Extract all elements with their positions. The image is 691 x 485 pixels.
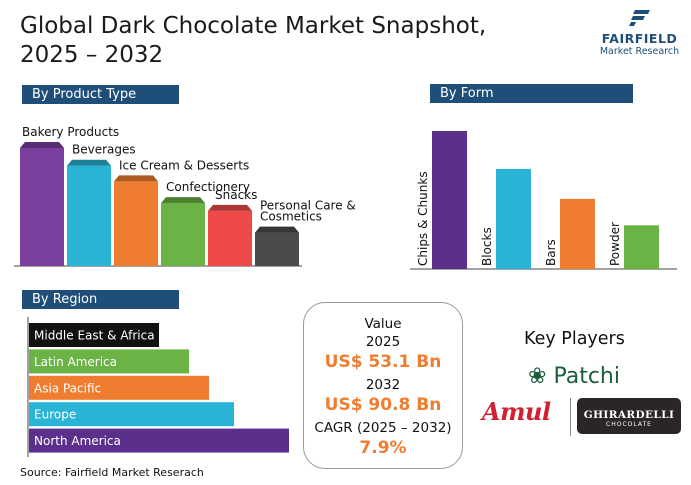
form-bar-chips-chunks	[432, 131, 467, 269]
product-bar-top-snacks	[208, 204, 252, 211]
section-label-product-type: By Product Type	[32, 87, 137, 102]
patchi-flower-icon: ❀	[528, 364, 547, 389]
value-label: Value	[364, 316, 402, 332]
patchi-logo: ❀ Patchi	[528, 364, 620, 389]
form-label-bars: Bars	[544, 239, 558, 266]
page-title: Global Dark Chocolate Market Snapshot, 2…	[20, 12, 520, 70]
fairfield-f-icon-svg	[628, 10, 650, 26]
region-bar-europe	[29, 402, 234, 427]
region-label-north-america: North America	[34, 434, 121, 448]
market-value-box: Value 2025 US$ 53.1 Bn 2032 US$ 90.8 Bn …	[303, 302, 463, 469]
product-label-ice-cream-desserts: Ice Cream & Desserts	[119, 158, 249, 172]
patchi-name: Patchi	[553, 364, 620, 389]
product-bar-personal-care-cosmetics	[255, 232, 299, 266]
region-label-latin-america: Latin America	[34, 355, 117, 369]
ghirardelli-sub: CHOCOLATE	[606, 421, 652, 428]
product-label-personal-care-cosmetics: Personal Care &	[260, 199, 356, 213]
region-label-middle-east-africa: Middle East & Africa	[34, 329, 155, 343]
region-bar-asia-pacific	[29, 375, 209, 400]
region-label-asia-pacific: Asia Pacific	[34, 381, 101, 395]
product-label-personal-care-cosmetics-1: Cosmetics	[260, 210, 322, 224]
value-amount-2: US$ 90.8 Bn	[324, 395, 442, 415]
region-chart: Middle East & Africa Latin America Asia Pa…	[27, 317, 289, 457]
product-bar-ice-cream-desserts	[114, 181, 158, 266]
product-bar-snacks	[208, 210, 252, 266]
product-bar-confectionery	[161, 203, 205, 266]
product-bar-bakery-products	[20, 148, 64, 266]
section-header-region: By Region	[18, 290, 179, 309]
value-year-2: 2032	[365, 377, 401, 393]
ghirardelli-logo: GHIRARDELLI CHOCOLATE	[577, 398, 681, 434]
fairfield-f-icon	[592, 8, 687, 32]
cagr-label: CAGR (2025 – 2032)	[314, 420, 452, 436]
form-label-chips-chunks: Chips & Chunks	[416, 171, 430, 266]
value-amount-1: US$ 53.1 Bn	[324, 352, 442, 372]
source-note: Source: Fairfield Market Reserach	[20, 466, 204, 479]
region-bar-latin-america	[29, 349, 189, 374]
product-label-snacks: Snacks	[215, 188, 257, 202]
title-line-2: 2025 – 2032	[20, 42, 164, 68]
key-players-title: Key Players	[524, 329, 625, 349]
form-chart: Chips & Chunks Blocks Bars Powder	[410, 131, 677, 270]
form-bar-blocks	[496, 168, 531, 269]
value-year-1: 2025	[365, 334, 401, 350]
title-line-1: Global Dark Chocolate Market Snapshot,	[20, 13, 487, 39]
product-bar-top-beverages	[67, 159, 111, 166]
ghirardelli-name: GHIRARDELLI	[583, 409, 675, 421]
region-bar-north-america	[29, 428, 289, 453]
form-bar-powder	[624, 225, 659, 269]
form-label-blocks: Blocks	[480, 227, 494, 266]
logo-name: FAIRFIELD	[601, 31, 678, 46]
region-bar-middle-east-africa	[29, 323, 159, 347]
product-bar-top-personal-care-cosmetics	[255, 226, 299, 233]
form-bar-bars	[560, 198, 595, 269]
product-bar-top-confectionery	[161, 197, 205, 204]
product-label-confectionery: Confectionery	[166, 180, 250, 194]
section-label-form: By Form	[440, 86, 494, 101]
section-header-product-type: By Product Type	[18, 85, 179, 104]
logo-subtitle: Market Research	[599, 46, 680, 57]
form-label-powder: Powder	[608, 222, 622, 266]
fairfield-logo: FAIRFIELD Market Research	[592, 8, 687, 57]
product-bar-beverages	[67, 165, 111, 266]
cagr-value: 7.9%	[359, 438, 407, 458]
product-bar-top-ice-cream-desserts	[114, 175, 158, 182]
region-label-europe: Europe	[34, 408, 76, 422]
product-label-beverages: Beverages	[72, 143, 136, 157]
key-players-divider	[570, 398, 571, 436]
product-label-bakery-products: Bakery Products	[22, 125, 119, 139]
section-label-region: By Region	[32, 292, 98, 307]
product-bar-top-bakery-products	[20, 142, 64, 148]
amul-logo: Amul	[482, 397, 551, 426]
section-header-form: By Form	[426, 84, 633, 103]
